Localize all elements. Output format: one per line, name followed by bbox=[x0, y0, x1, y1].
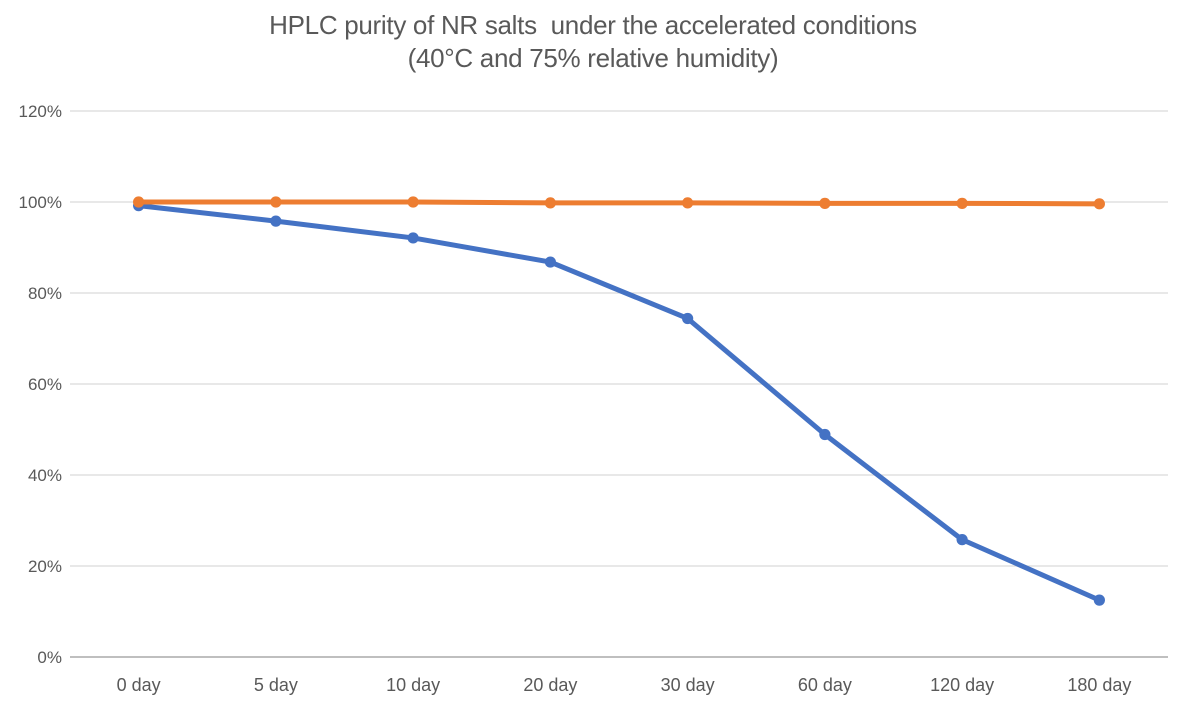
y-tick-label: 80% bbox=[28, 284, 62, 303]
y-tick-label: 20% bbox=[28, 557, 62, 576]
blue-series-line bbox=[136, 203, 1102, 603]
x-tick-label: 5 day bbox=[254, 675, 298, 695]
orange-series-marker bbox=[956, 197, 968, 209]
x-tick-label: 30 day bbox=[661, 675, 715, 695]
orange-series-marker bbox=[544, 197, 556, 209]
plot-area: 0% 20% 40% 60% 80% 100% 120% 0 day 5 day 10 day 20… bbox=[19, 102, 1168, 695]
blue-series-marker bbox=[407, 232, 419, 244]
y-tick-label: 60% bbox=[28, 375, 62, 394]
blue-series-marker bbox=[270, 215, 282, 227]
y-tick-label: 120% bbox=[19, 102, 62, 121]
blue-series-marker bbox=[1093, 594, 1105, 606]
x-tick-label: 0 day bbox=[117, 675, 161, 695]
orange-series-marker bbox=[407, 196, 419, 208]
y-tick-label: 0% bbox=[37, 648, 62, 667]
orange-series-marker bbox=[682, 197, 694, 209]
orange-series-marker bbox=[270, 196, 282, 208]
y-tick-label: 40% bbox=[28, 466, 62, 485]
orange-series-marker bbox=[133, 196, 145, 208]
blue-series-marker bbox=[544, 256, 556, 268]
x-tick-label: 120 day bbox=[930, 675, 994, 695]
x-tick-label: 180 day bbox=[1067, 675, 1131, 695]
x-tick-label: 60 day bbox=[798, 675, 852, 695]
blue-series-marker bbox=[682, 312, 694, 325]
x-tick-label: 20 day bbox=[523, 675, 577, 695]
blue-series-marker bbox=[819, 428, 831, 441]
blue-series-marker bbox=[956, 534, 968, 546]
x-tick-label: 10 day bbox=[386, 675, 440, 695]
orange-series-line bbox=[136, 199, 1102, 207]
orange-series-marker bbox=[819, 197, 831, 209]
orange-series-marker bbox=[1093, 198, 1105, 210]
chart-title-line2: (40°C and 75% relative humidity) bbox=[408, 43, 779, 73]
chart-title-line1: HPLC purity of NR salts under the accele… bbox=[269, 10, 917, 40]
y-tick-label: 100% bbox=[19, 193, 62, 212]
